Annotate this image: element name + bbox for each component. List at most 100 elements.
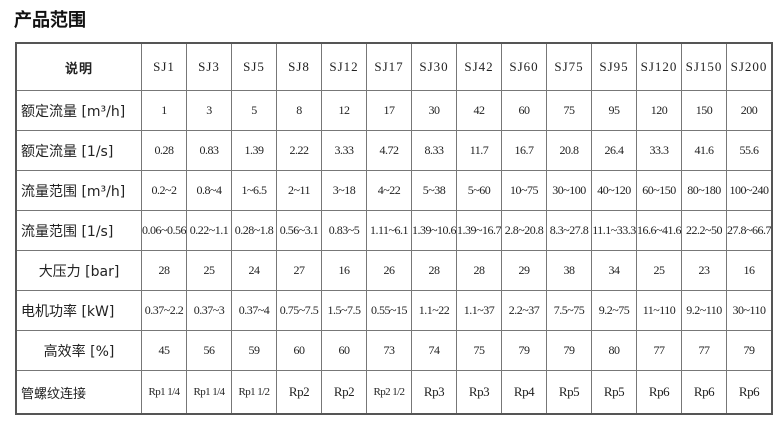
table-cell: 38	[546, 250, 592, 291]
row-label: 管螺纹连接	[15, 370, 142, 415]
table-cell: 2~11	[276, 170, 322, 211]
table-cell: 2.22	[276, 130, 322, 171]
table-cell: 4.72	[366, 130, 412, 171]
model-header: SJ8	[276, 42, 322, 91]
table-cell: 80	[591, 330, 637, 371]
table-cell: 0.83	[186, 130, 232, 171]
model-header: SJ150	[681, 42, 727, 91]
table-cell: 0.37~4	[231, 290, 277, 331]
table-cell: 79	[501, 330, 547, 371]
table-cell: 27.8~66.7	[726, 210, 773, 251]
table-cell: 150	[681, 90, 727, 131]
table-cell: 1.1~37	[456, 290, 502, 331]
table-cell: 60	[321, 330, 367, 371]
table-cell: Rp3	[411, 370, 457, 415]
table-cell: 8	[276, 90, 322, 131]
table-cell: 8.33	[411, 130, 457, 171]
table-cell: 55.6	[726, 130, 773, 171]
table-row: 高效率 [%] 45 56 59 60 60 73 74 75 79 79 80 77 77 79	[15, 330, 773, 371]
table-cell: 77	[681, 330, 727, 371]
table-cell: 7.5~75	[546, 290, 592, 331]
table-cell: 10~75	[501, 170, 547, 211]
table-cell: 40~120	[591, 170, 637, 211]
table-cell: 60~150	[636, 170, 682, 211]
table-cell: 25	[186, 250, 232, 291]
table-cell: 42	[456, 90, 502, 131]
table-cell: 80~180	[681, 170, 727, 211]
table-cell: 24	[231, 250, 277, 291]
table-cell: 75	[546, 90, 592, 131]
table-cell: Rp2 1/2	[366, 370, 412, 415]
table-cell: 100~240	[726, 170, 773, 211]
model-header: SJ5	[231, 42, 277, 91]
table-cell: 28	[141, 250, 187, 291]
table-cell: 56	[186, 330, 232, 371]
table-cell: 30~110	[726, 290, 773, 331]
table-cell: 16	[726, 250, 773, 291]
table-cell: Rp6	[681, 370, 727, 415]
table-cell: 5~38	[411, 170, 457, 211]
row-label: 电机功率 [kW]	[15, 290, 142, 331]
table-cell: 120	[636, 90, 682, 131]
table-cell: Rp6	[726, 370, 773, 415]
table-cell: 1.39	[231, 130, 277, 171]
model-header: SJ1	[141, 42, 187, 91]
table-row: 流量范围 [m³/h] 0.2~2 0.8~4 1~6.5 2~11 3~18 4~22 5~…	[15, 170, 773, 211]
table-row: 流量范围 [1/s] 0.06~0.56 0.22~1.1 0.28~1.8 0.56~…	[15, 210, 773, 251]
table-cell: 74	[411, 330, 457, 371]
table-cell: 11~110	[636, 290, 682, 331]
table-cell: 1~6.5	[231, 170, 277, 211]
model-header: SJ120	[636, 42, 682, 91]
table-cell: 79	[726, 330, 773, 371]
page-title: 产品范围	[14, 10, 86, 31]
table-cell: 41.6	[681, 130, 727, 171]
table-cell: 2.8~20.8	[501, 210, 547, 251]
table-cell: 28	[411, 250, 457, 291]
table-cell: 17	[366, 90, 412, 131]
table-cell: 5~60	[456, 170, 502, 211]
table-cell: 0.06~0.56	[141, 210, 187, 251]
table-cell: 28	[456, 250, 502, 291]
row-label: 流量范围 [m³/h]	[15, 170, 142, 211]
table-cell: Rp4	[501, 370, 547, 415]
table-cell: 1	[141, 90, 187, 131]
table-cell: 9.2~75	[591, 290, 637, 331]
table-cell: 11.1~33.3	[591, 210, 637, 251]
table-cell: 16	[321, 250, 367, 291]
table-cell: 59	[231, 330, 277, 371]
table-cell: Rp1 1/4	[141, 370, 187, 415]
table-cell: Rp1 1/2	[231, 370, 277, 415]
table-cell: 2.2~37	[501, 290, 547, 331]
table-body: 说明 SJ1 SJ3 SJ5 SJ8 SJ12 SJ17 SJ30 SJ42 SJ60 SJ75 S…	[15, 42, 773, 415]
table-cell: 34	[591, 250, 637, 291]
table-cell: 79	[546, 330, 592, 371]
table-cell: 8.3~27.8	[546, 210, 592, 251]
table-row: 额定流量 [m³/h] 1 3 5 8 12 17 30 42 60 75 95 120 150 200	[15, 90, 773, 131]
row-label: 高效率 [%]	[15, 330, 142, 371]
table-cell: Rp6	[636, 370, 682, 415]
table-cell: 22.2~50	[681, 210, 727, 251]
table-cell: 1.5~7.5	[321, 290, 367, 331]
table-cell: 20.8	[546, 130, 592, 171]
table-cell: 0.28~1.8	[231, 210, 277, 251]
table-cell: 0.37~2.2	[141, 290, 187, 331]
table-cell: 0.75~7.5	[276, 290, 322, 331]
table-cell: 27	[276, 250, 322, 291]
table-cell: 3	[186, 90, 232, 131]
table-cell: 16.6~41.6	[636, 210, 682, 251]
model-header: SJ95	[591, 42, 637, 91]
table-cell: 26	[366, 250, 412, 291]
table-cell: 12	[321, 90, 367, 131]
table-cell: 60	[501, 90, 547, 131]
table-cell: 11.7	[456, 130, 502, 171]
table-cell: 1.1~22	[411, 290, 457, 331]
model-header: SJ42	[456, 42, 502, 91]
table-cell: 33.3	[636, 130, 682, 171]
table-row: 电机功率 [kW] 0.37~2.2 0.37~3 0.37~4 0.75~7.5 1.5…	[15, 290, 773, 331]
row-label: 额定流量 [1/s]	[15, 130, 142, 171]
header-label: 说明	[15, 42, 142, 91]
row-label: 流量范围 [1/s]	[15, 210, 142, 251]
model-header: SJ12	[321, 42, 367, 91]
product-range-table: 说明 SJ1 SJ3 SJ5 SJ8 SJ12 SJ17 SJ30 SJ42 SJ60 SJ75 S…	[15, 42, 773, 415]
table-cell: 0.83~5	[321, 210, 367, 251]
